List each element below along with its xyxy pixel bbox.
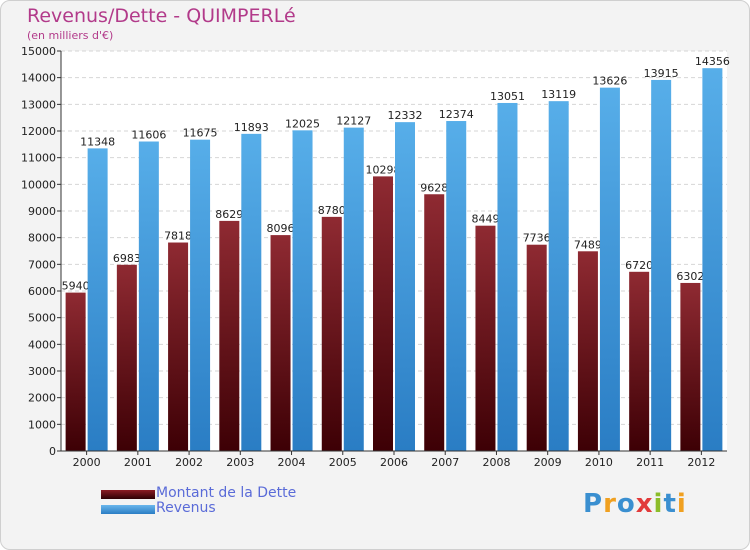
data-label-revenus: 12025	[285, 117, 320, 130]
y-tick-label: 11000	[21, 152, 56, 165]
y-tick-label: 4000	[28, 338, 56, 351]
bar-revenus	[497, 102, 518, 452]
y-tick-label: 6000	[28, 285, 56, 298]
data-label-dette: 6302	[676, 270, 704, 283]
data-label-revenus: 11675	[183, 127, 218, 140]
bar-dette	[526, 244, 547, 451]
x-tick-label: 2011	[636, 456, 664, 469]
y-tick-label: 2000	[28, 392, 56, 405]
x-tick-label: 2008	[482, 456, 510, 469]
x-tick-label: 2003	[226, 456, 254, 469]
data-label-revenus: 14356	[695, 55, 730, 68]
data-label-dette: 6720	[625, 259, 653, 272]
data-label-revenus: 13119	[541, 88, 576, 101]
data-label-revenus: 11348	[80, 135, 115, 148]
x-tick-label: 2005	[329, 456, 357, 469]
y-axis-ticks: 0 1000 2000 3000 4000 5000 6000 7000 8000 9000 100…	[21, 45, 61, 458]
bar-dette	[116, 264, 137, 451]
y-tick-label: 0	[49, 445, 56, 458]
x-tick-label: 2004	[278, 456, 306, 469]
bar-dette	[65, 292, 86, 451]
y-tick-label: 13000	[21, 98, 56, 111]
data-label-dette: 8096	[267, 222, 295, 235]
x-tick-label: 2001	[124, 456, 152, 469]
bar-revenus	[395, 122, 415, 451]
data-label-dette: 7818	[164, 230, 192, 243]
y-tick-label: 8000	[28, 232, 56, 245]
bar-revenus	[292, 130, 313, 452]
x-tick-label: 2000	[73, 456, 101, 469]
y-tick-label: 3000	[28, 365, 56, 378]
legend-swatch-revenus	[101, 505, 155, 514]
bar-revenus	[190, 139, 211, 451]
y-tick-label: 10000	[21, 178, 56, 191]
data-label-revenus: 12127	[336, 115, 371, 128]
data-label-dette: 5940	[62, 280, 90, 293]
x-tick-label: 2010	[585, 456, 613, 469]
bar-dette	[629, 271, 650, 451]
y-tick-label: 7000	[28, 258, 56, 271]
bar-dette	[168, 242, 189, 451]
x-tick-label: 2007	[431, 456, 459, 469]
proxiti-logo-icon: Proxiti	[583, 489, 687, 519]
x-axis-ticks: 2000 2001 2002 2003 2004 2005 2006 2007 2008 2009…	[73, 451, 715, 469]
data-label-dette: 7489	[574, 238, 602, 251]
y-tick-label: 12000	[21, 125, 56, 138]
bar-revenus	[138, 141, 159, 452]
bar-dette	[219, 220, 240, 451]
x-tick-label: 2006	[380, 456, 408, 469]
data-label-dette: 8780	[318, 204, 346, 217]
x-tick-label: 2012	[687, 456, 715, 469]
y-tick-label: 14000	[21, 72, 56, 85]
bar-dette	[424, 194, 445, 451]
data-label-dette: 8629	[215, 208, 243, 221]
bar-dette	[577, 251, 598, 451]
bar-revenus	[651, 79, 672, 451]
bar-revenus	[599, 87, 620, 451]
data-label-revenus: 11893	[234, 121, 269, 134]
y-tick-label: 9000	[28, 205, 56, 218]
legend-swatch-dette	[101, 490, 155, 499]
data-label-revenus: 12332	[388, 109, 423, 122]
chart-subtitle: (en milliers d'€)	[27, 29, 114, 42]
bar-revenus	[87, 148, 108, 452]
x-tick-label: 2009	[534, 456, 562, 469]
bar-revenus	[241, 133, 262, 451]
bars: 5940 11348 6983 11606 7818 11675 8629 11893 8096…	[62, 55, 730, 452]
bar-revenus	[343, 127, 364, 451]
data-label-revenus: 11606	[131, 129, 166, 142]
bar-dette	[680, 282, 701, 451]
legend-label-dette: Montant de la Dette	[156, 485, 297, 501]
bar-dette	[373, 176, 393, 452]
data-label-revenus: 13915	[644, 67, 679, 80]
legend-label-revenus: Revenus	[156, 500, 216, 516]
chart-title: Revenus/Dette - QUIMPERLé	[27, 5, 296, 27]
data-label-revenus: 13626	[592, 75, 627, 88]
x-tick-label: 2002	[175, 456, 203, 469]
data-label-revenus: 13051	[490, 90, 525, 103]
bar-revenus	[548, 101, 569, 451]
data-label-dette: 9628	[420, 181, 448, 194]
y-tick-label: 15000	[21, 45, 56, 58]
y-tick-label: 1000	[28, 418, 56, 431]
bar-dette	[475, 225, 496, 451]
data-label-dette: 10298	[366, 163, 401, 176]
bar-revenus	[446, 121, 467, 451]
data-label-revenus: 12374	[439, 108, 474, 121]
data-label-dette: 6983	[113, 252, 141, 265]
bar-dette	[321, 216, 342, 451]
data-label-dette: 7736	[523, 232, 551, 245]
bar-revenus	[702, 68, 723, 451]
bar-dette	[270, 235, 291, 451]
y-tick-label: 5000	[28, 312, 56, 325]
data-label-dette: 8449	[471, 213, 499, 226]
